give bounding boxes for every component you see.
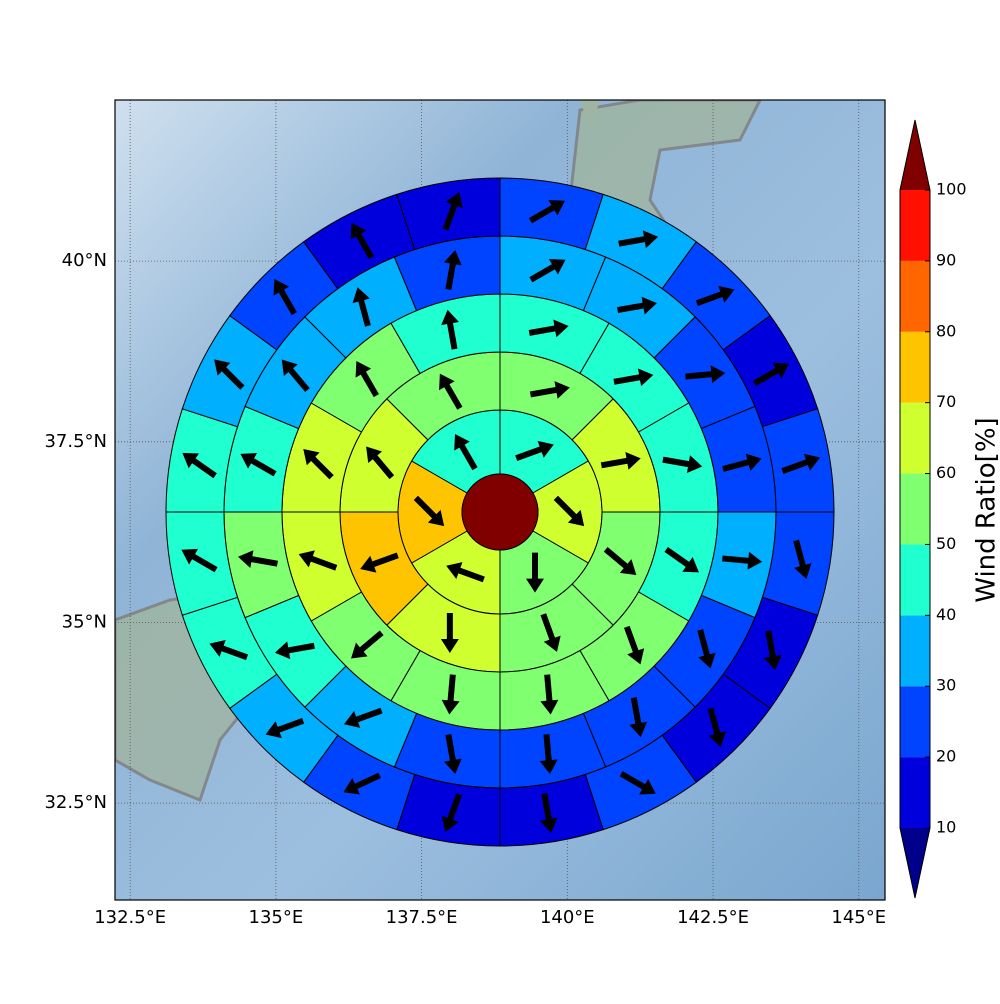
colorbar-extend-max	[900, 120, 930, 190]
colorbar-tick-label: 90	[936, 250, 956, 269]
y-tick-label: 32.5°N	[44, 792, 107, 813]
colorbar-bin	[900, 757, 930, 828]
colorbar-tick-label: 80	[936, 321, 956, 340]
colorbar-tick-label: 60	[936, 463, 956, 482]
colorbar-bin	[900, 544, 930, 615]
colorbar-tick-label: 50	[936, 534, 956, 553]
y-tick-label: 35°N	[62, 611, 107, 632]
colorbar-bin	[900, 403, 930, 474]
x-tick-label: 145°E	[831, 907, 886, 928]
colorbar-bin	[900, 474, 930, 545]
x-tick-label: 137.5°E	[386, 907, 458, 928]
colorbar-bin	[900, 261, 930, 332]
center-cell	[462, 474, 538, 550]
colorbar-tick-label: 20	[936, 747, 956, 766]
x-tick-label: 132.5°E	[94, 907, 166, 928]
colorbar-tick-label: 100	[936, 180, 967, 199]
x-tick-label: 135°E	[249, 907, 304, 928]
colorbar-bin	[900, 686, 930, 757]
colorbar-tick-label: 40	[936, 605, 956, 624]
colorbar-tick-label: 10	[936, 818, 956, 837]
y-tick-label: 40°N	[62, 250, 107, 271]
colorbar-label: Wind Ratio[%]	[972, 417, 1000, 602]
colorbar-tick-label: 30	[936, 676, 956, 695]
colorbar-bin	[900, 615, 930, 686]
x-tick-label: 140°E	[540, 907, 595, 928]
y-tick-label: 37.5°N	[44, 431, 107, 452]
colorbar-bin	[900, 332, 930, 403]
colorbar-bin	[900, 190, 930, 261]
colorbar-extend-min	[900, 828, 930, 898]
colorbar-tick-label: 70	[936, 392, 956, 411]
x-tick-label: 142.5°E	[677, 907, 749, 928]
